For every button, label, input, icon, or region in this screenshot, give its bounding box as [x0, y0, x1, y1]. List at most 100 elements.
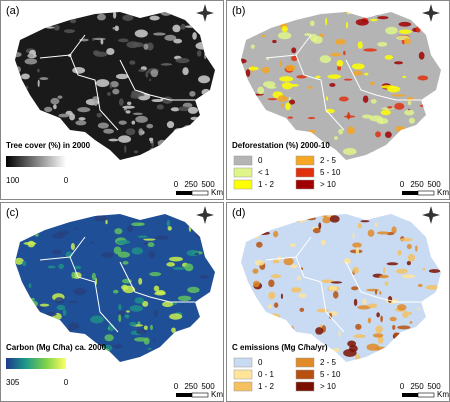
map-patch [281, 82, 293, 90]
map-patch [375, 131, 381, 138]
panel-label: (b) [232, 5, 245, 17]
map-patch [114, 228, 123, 235]
map-patch [57, 95, 63, 99]
map-patch [153, 285, 160, 292]
panel-label: (d) [232, 207, 245, 219]
map-patch [261, 34, 267, 37]
map-patch [56, 304, 66, 311]
map-patch [406, 243, 412, 250]
map-patch [118, 304, 122, 311]
legend-label: 5 - 10 [320, 370, 341, 379]
map-patch [187, 286, 200, 294]
legend-label: 0 [258, 358, 263, 367]
map-patch [164, 34, 177, 41]
map-patch [353, 334, 366, 339]
map-patch [108, 138, 119, 142]
map-patch [105, 219, 108, 225]
scale-bar-white [191, 392, 209, 398]
map-patch [280, 293, 283, 299]
map-patch [398, 21, 412, 27]
map-patch [134, 29, 148, 38]
map-patch [182, 67, 189, 76]
map-patch [44, 106, 53, 113]
north-arrow [422, 206, 440, 224]
map-patch [117, 251, 131, 258]
map-patch [112, 12, 117, 19]
map-patch [149, 15, 160, 21]
map-patch [409, 321, 413, 324]
map-patch [380, 315, 383, 323]
map-patch [357, 222, 362, 229]
legend-swatch [295, 167, 315, 178]
map-patch [343, 50, 346, 56]
legend-swatch [233, 167, 253, 178]
map-patch [272, 259, 280, 264]
map-patch [156, 282, 160, 286]
map-patch [364, 72, 369, 76]
map-patch [166, 219, 171, 228]
map-patch [422, 267, 426, 271]
map-patch [367, 317, 372, 324]
map-patch [396, 304, 407, 311]
map-patch [96, 112, 102, 118]
map-patch [319, 55, 331, 63]
map-patch [166, 262, 176, 267]
map-patch [63, 29, 76, 34]
scale-tick-label: 250 [184, 180, 198, 189]
panel-label: (c) [6, 207, 19, 219]
map-patch [273, 230, 279, 238]
map-patch [21, 73, 30, 80]
map-patch [334, 136, 338, 140]
map-patch [337, 65, 342, 71]
map-patch [122, 105, 135, 109]
map-patch [307, 117, 316, 120]
map-patch [148, 250, 156, 259]
map-patch [370, 99, 377, 104]
map-patch [151, 98, 164, 103]
map-patch [113, 246, 122, 255]
map-patch [338, 329, 341, 338]
scale-bar-black [176, 393, 192, 397]
map-patch [192, 32, 197, 40]
scale-bar-white [417, 190, 435, 196]
map-patch [91, 272, 96, 281]
map-patch [187, 106, 199, 114]
legend-title: C emissions (Mg C/ha/yr) [232, 343, 328, 352]
map-patch [328, 286, 338, 291]
legend-label: 2 - 5 [320, 156, 337, 165]
legend-label: 1 - 2 [258, 382, 275, 391]
map-patch [112, 289, 119, 294]
map-patch [370, 81, 375, 86]
north-arrow [196, 206, 214, 224]
map-patch [339, 96, 349, 102]
map-patch [135, 115, 148, 123]
map-patch [104, 334, 114, 342]
map-patch [428, 269, 441, 273]
scale-unit: Km [211, 390, 223, 399]
map-patch [194, 252, 199, 256]
map-patch [417, 283, 423, 288]
map-patch [143, 242, 148, 246]
map-patch [383, 266, 386, 274]
map-patch [149, 78, 152, 82]
map-patch [327, 74, 342, 79]
map-patch [425, 284, 440, 290]
map-patch [130, 93, 140, 99]
boundary-line [39, 236, 195, 333]
legend-label: > 10 [320, 180, 336, 189]
scale-tick-label: 500 [201, 382, 215, 391]
scale-tick-label: 0 [400, 180, 405, 189]
map-patch [374, 221, 378, 228]
boundary-line [265, 34, 421, 131]
panel-label: (a) [6, 5, 19, 17]
north-arrow-star [422, 206, 440, 224]
map-patch [391, 226, 397, 234]
map-patch [149, 272, 162, 277]
legend-swatch [233, 369, 253, 380]
map-patch [402, 310, 409, 319]
map-patch [53, 24, 60, 31]
map-patch [398, 29, 412, 34]
map-patch [143, 325, 148, 331]
map-patch [377, 231, 390, 235]
map-patch [285, 64, 296, 72]
